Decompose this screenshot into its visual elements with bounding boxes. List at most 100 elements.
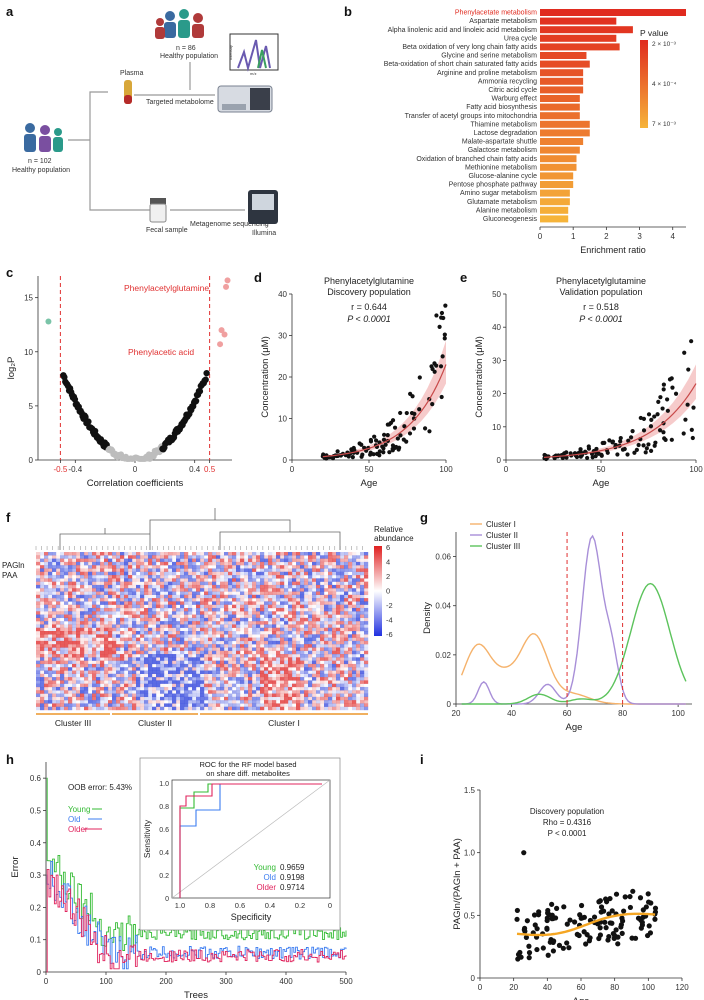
f-heatmap-cell (176, 572, 180, 575)
f-heatmap-cell (72, 561, 77, 566)
f-heatmap-cell (200, 644, 205, 648)
f-heatmap-cell (104, 565, 109, 569)
i-point (551, 938, 557, 944)
f-heatmap-cell (324, 700, 329, 704)
f-heatmap-cell (268, 555, 273, 559)
f-heatmap-cell (64, 677, 69, 681)
f-heatmap-cell (172, 575, 177, 579)
svg-e-point (686, 367, 691, 372)
f-heatmap-cell (148, 670, 153, 674)
f-heatmap-cell (80, 598, 85, 602)
f-heatmap-cell (136, 621, 141, 625)
f-heatmap-cell (196, 650, 201, 655)
f-heatmap-cell (136, 578, 141, 582)
f-heatmap-cell (36, 693, 41, 698)
f-heatmap-cell (276, 552, 281, 556)
f-heatmap-cell (164, 631, 169, 635)
f-heatmap-cell (236, 598, 241, 602)
f-heatmap-cell (348, 637, 353, 642)
f-heatmap-cell (340, 552, 345, 556)
f-heatmap-cell (144, 575, 149, 579)
f-heatmap-cell (292, 637, 297, 642)
f-heatmap-cell (140, 588, 145, 592)
f-heatmap-cell (112, 627, 117, 632)
f-heatmap-cell (76, 686, 81, 691)
f-heatmap-cell (204, 670, 209, 674)
svg-e-point (648, 424, 654, 429)
f-heatmap-cell (336, 555, 341, 559)
f-heatmap-cell (324, 631, 329, 635)
f-heatmap-cell (352, 703, 357, 707)
f-heatmap-cell (60, 650, 65, 655)
f-heatmap-cell (156, 578, 161, 582)
f-heatmap-cell (328, 588, 333, 592)
f-heatmap-cell (288, 637, 293, 642)
svg-d-x-tick-label: 100 (439, 465, 453, 474)
f-heatmap-cell (136, 572, 140, 575)
f-heatmap-cell (72, 673, 77, 678)
f-heatmap-cell (288, 677, 293, 681)
f-heatmap-cell (36, 611, 41, 615)
h-oob: OOB error: 5.43% (68, 783, 132, 792)
f-heatmap-cell (120, 631, 125, 635)
f-heatmap-cell (236, 552, 241, 556)
f-heatmap-cell (256, 584, 261, 589)
f-heatmap-cell (308, 680, 313, 684)
f-heatmap-cell (168, 700, 173, 704)
i-point (531, 912, 538, 918)
f-heatmap-cell (172, 670, 177, 674)
f-heatmap-cell (252, 561, 257, 566)
f-heatmap-cell (144, 614, 149, 619)
f-heatmap-cell (272, 588, 277, 592)
f-heatmap-cell (160, 607, 165, 612)
f-heatmap-cell (116, 706, 121, 711)
f-heatmap-cell (232, 703, 237, 707)
f-heatmap-cell (276, 611, 280, 614)
f-heatmap-cell (180, 637, 185, 642)
f-heatmap-cell (224, 637, 229, 642)
f-heatmap-cell (256, 601, 261, 605)
i-point (566, 945, 572, 951)
i-point (619, 915, 625, 921)
f-heatmap-cell (264, 565, 268, 568)
f-heatmap-cell (228, 654, 233, 658)
f-heatmap-cell (268, 631, 273, 635)
f-heatmap-cell (204, 650, 209, 655)
f-heatmap-cell (116, 657, 121, 661)
f-heatmap-cell (48, 660, 53, 665)
f-heatmap-cell (288, 591, 293, 595)
f-heatmap-cell (80, 637, 85, 642)
f-heatmap-cell (304, 680, 309, 684)
f-heatmap-cell (88, 667, 93, 671)
f-heatmap-cell (36, 637, 41, 642)
f-heatmap-cell (100, 644, 105, 648)
f-heatmap-cell (96, 631, 101, 635)
f-heatmap-cell (276, 696, 281, 701)
f-heatmap-cell (224, 631, 229, 635)
f-heatmap-cell (284, 598, 289, 602)
f-heatmap-cell (352, 598, 357, 602)
f-heatmap-cell (360, 706, 365, 711)
f-heatmap-cell (168, 647, 172, 650)
f-heatmap-cell (220, 614, 225, 619)
f-heatmap-cell (96, 640, 101, 645)
f-heatmap-cell (232, 594, 237, 599)
f-heatmap-cell (100, 696, 105, 701)
f-heatmap-cell (356, 650, 361, 655)
f-heatmap-cell (48, 581, 53, 586)
f-heatmap-cell (128, 693, 133, 698)
i-p: P < 0.0001 (548, 829, 587, 838)
f-heatmap-cell (68, 617, 73, 622)
f-heatmap-cell (196, 670, 201, 674)
f-heatmap-cell (232, 588, 237, 592)
f-heatmap-cell (228, 673, 233, 678)
f-heatmap-cell (320, 667, 325, 671)
f-heatmap-cell (128, 575, 133, 579)
f-heatmap-cell (116, 647, 121, 651)
f-heatmap-cell (212, 647, 217, 651)
f-heatmap-cell (168, 575, 172, 578)
f-heatmap-cell (248, 673, 253, 678)
f-heatmap-cell (148, 561, 153, 566)
f-heatmap-cell (212, 680, 217, 684)
f-heatmap-cell (120, 696, 125, 701)
